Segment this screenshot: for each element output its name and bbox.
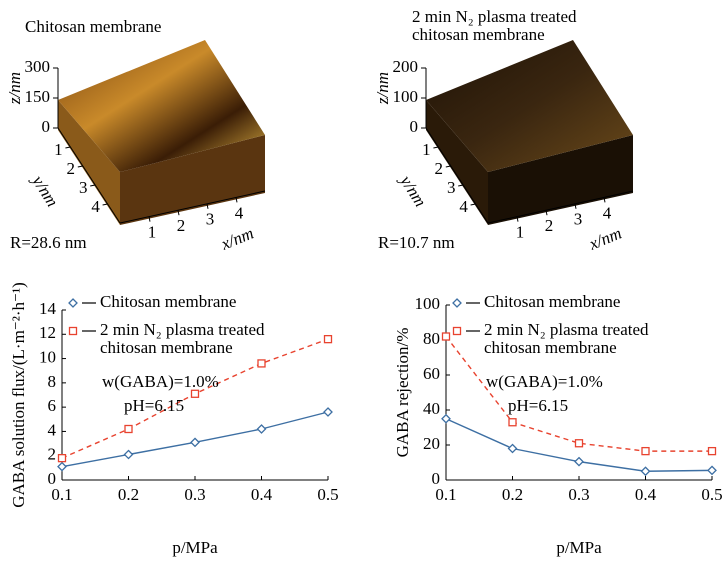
y-tick-label: 8 <box>48 372 57 391</box>
annotation: w(GABA)=1.0% <box>486 372 603 391</box>
x-tick-label: 0.1 <box>51 485 72 504</box>
y-axis-label: GABA solution flux/(L·m⁻²·h⁻¹) <box>9 282 28 508</box>
annotation: w(GABA)=1.0% <box>102 372 219 391</box>
z-tick-label: 300 <box>25 57 51 76</box>
square-marker <box>258 360 265 367</box>
y-tick-label: 2 <box>435 159 444 178</box>
z-axis-label: z/nm <box>373 72 392 105</box>
diamond-marker <box>69 299 77 307</box>
y-tick-label: 3 <box>79 178 88 197</box>
x-tick-label: 3 <box>206 210 215 229</box>
diamond-marker <box>324 408 332 416</box>
annotation: R=10.7 nm <box>378 233 455 252</box>
x-tick-label: 2 <box>177 216 186 235</box>
x-tick-label: 0.5 <box>701 485 722 504</box>
x-tick-label: 4 <box>235 203 244 222</box>
panel-title: 2 min N₂ plasma treated chitosan membran… <box>412 8 612 44</box>
x-tick-label: 2 <box>545 216 554 235</box>
y-tick-label: 40 <box>423 399 440 418</box>
square-marker <box>125 426 132 433</box>
x-axis-label: x/nm <box>218 224 257 254</box>
diamond-marker <box>125 451 133 459</box>
square-marker <box>454 328 461 335</box>
y-tick-label: 60 <box>423 364 440 383</box>
legend-entry: Chitosan membrane <box>484 293 684 311</box>
annotation: pH=6.15 <box>508 396 568 415</box>
diamond-marker <box>708 466 716 474</box>
annotation: R=28.6 nm <box>10 233 87 252</box>
x-axis-label: p/MPa <box>556 538 602 557</box>
y-axis-label: y/nm <box>395 170 430 210</box>
square-marker <box>192 390 199 397</box>
x-tick-label: 0.3 <box>184 485 205 504</box>
y-tick-label: 100 <box>415 294 441 313</box>
annotation: pH=6.15 <box>124 396 184 415</box>
y-tick-label: 4 <box>459 197 468 216</box>
diamond-marker <box>258 425 266 433</box>
x-tick-label: 4 <box>603 203 612 222</box>
z-tick-label: 150 <box>25 87 51 106</box>
y-tick-label: 3 <box>447 178 456 197</box>
square-marker <box>576 440 583 447</box>
x-axis-label: x/nm <box>586 224 625 254</box>
x-tick-label: 0.1 <box>435 485 456 504</box>
diamond-marker <box>575 458 583 466</box>
square-marker <box>70 328 77 335</box>
x-tick-label: 0.4 <box>635 485 657 504</box>
x-tick-label: 0.2 <box>502 485 523 504</box>
y-tick-label: 6 <box>48 396 57 415</box>
y-tick-label: 14 <box>39 299 57 318</box>
diamond-marker <box>442 415 450 423</box>
figure-canvas: 123412340150300z/nmy/nmx/nmR=28.6 nm1234… <box>0 0 726 570</box>
y-tick-label: 20 <box>423 434 440 453</box>
z-tick-label: 0 <box>410 117 419 136</box>
diamond-marker <box>509 445 517 453</box>
x-tick-label: 0.3 <box>568 485 589 504</box>
y-tick-label: 4 <box>48 420 57 439</box>
y-tick-label: 2 <box>67 159 76 178</box>
diamond-marker <box>191 438 199 446</box>
x-tick-label: 0.5 <box>317 485 338 504</box>
diamond-marker <box>642 467 650 475</box>
y-tick-label: 1 <box>422 140 431 159</box>
square-marker <box>325 336 332 343</box>
y-tick-label: 4 <box>91 197 100 216</box>
x-tick-label: 3 <box>574 210 583 229</box>
square-marker <box>509 419 516 426</box>
y-tick-label: 12 <box>39 323 56 342</box>
z-axis-label: z/nm <box>5 72 24 105</box>
square-marker <box>443 333 450 340</box>
legend-entry: 2 min N₂ plasma treated chitosan membran… <box>100 321 300 357</box>
z-tick-label: 200 <box>393 57 419 76</box>
square-marker <box>642 448 649 455</box>
legend-entry: 2 min N₂ plasma treated chitosan membran… <box>484 321 684 357</box>
z-tick-label: 100 <box>393 87 419 106</box>
y-axis-label: GABA rejection/% <box>393 328 412 458</box>
y-tick-label: 10 <box>39 347 56 366</box>
legend-entry: Chitosan membrane <box>100 293 300 311</box>
x-tick-label: 1 <box>148 223 157 242</box>
x-tick-label: 1 <box>516 223 525 242</box>
square-marker <box>59 455 66 462</box>
y-tick-label: 80 <box>423 329 440 348</box>
x-tick-label: 0.4 <box>251 485 273 504</box>
y-axis-label: y/nm <box>27 170 62 210</box>
z-tick-label: 0 <box>42 117 51 136</box>
y-tick-label: 1 <box>54 140 63 159</box>
diamond-marker <box>453 299 461 307</box>
panel-title: Chitosan membrane <box>25 18 225 36</box>
square-marker <box>709 448 716 455</box>
y-tick-label: 2 <box>48 445 57 464</box>
x-axis-label: p/MPa <box>172 538 218 557</box>
figure: 123412340150300z/nmy/nmx/nmR=28.6 nm1234… <box>0 0 726 570</box>
x-tick-label: 0.2 <box>118 485 139 504</box>
diamond-marker <box>58 463 66 471</box>
